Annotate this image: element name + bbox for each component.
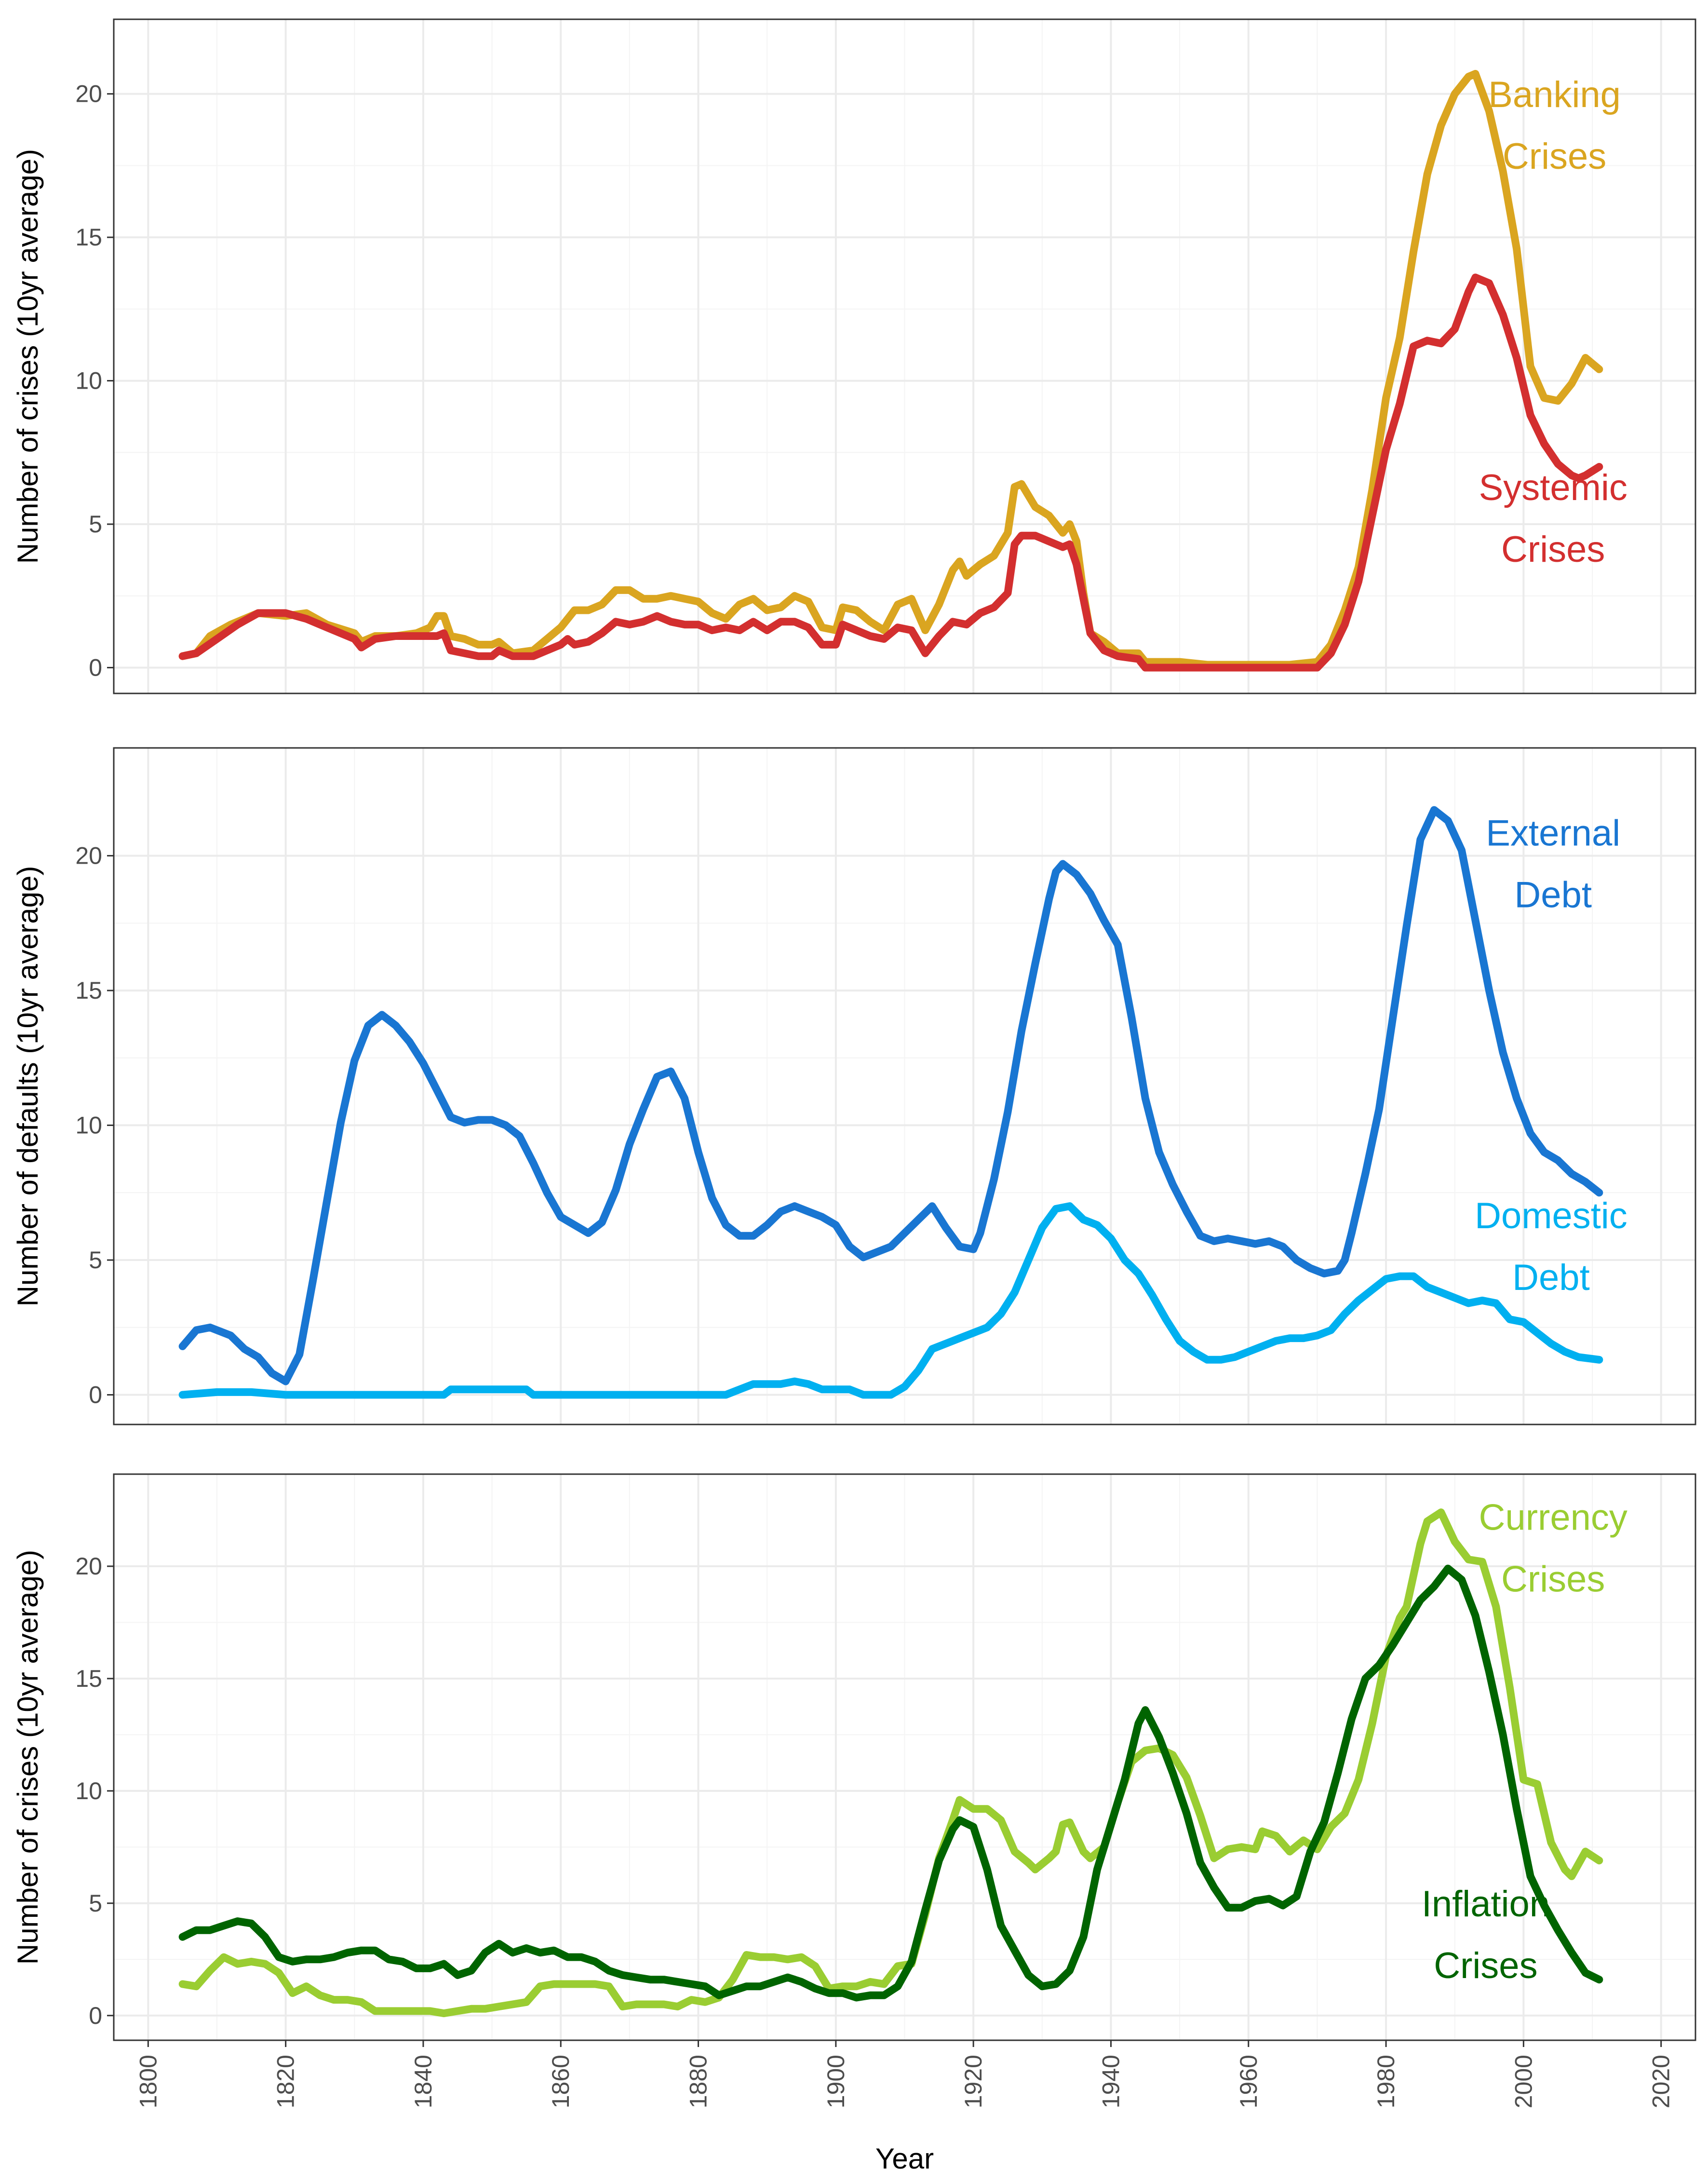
y-tick-label: 5 — [89, 1247, 102, 1274]
y-tick-label: 0 — [89, 2002, 102, 2029]
series-labels: External Debt Domestic Debt — [1475, 813, 1627, 1298]
x-tick-label: 1940 — [1097, 2055, 1124, 2108]
panel-debt-defaults: 0 5 10 15 20 External Debt Domestic Debt Number… — [12, 747, 1696, 1425]
y-axis-title: Number of crises (10yr average) — [12, 1550, 44, 1965]
x-axis: 1800 1820 1840 1860 1880 1900 1920 1940 1960 1980… — [134, 2040, 1675, 2175]
series-line-systemic-crises — [178, 273, 1603, 672]
grid — [114, 19, 1695, 693]
y-tick-label: 20 — [75, 842, 102, 869]
x-tick-label: 1960 — [1235, 2055, 1262, 2108]
x-tick-label: 2020 — [1648, 2055, 1675, 2108]
y-axis-ticks: 0 5 10 15 20 — [75, 842, 114, 1409]
series-label-banking-crises: Crises — [1503, 136, 1606, 177]
series-layer — [178, 70, 1603, 672]
y-axis-ticks: 0 5 10 15 20 — [75, 81, 114, 681]
series-line-external-debt — [178, 806, 1603, 1385]
y-tick-label: 5 — [89, 1890, 102, 1917]
x-tick-label: 1920 — [960, 2055, 987, 2108]
series-labels: Banking Crises Systemic Crises — [1479, 74, 1627, 570]
x-tick-label: 1800 — [134, 2055, 161, 2108]
series-label-systemic-crises: Systemic — [1479, 467, 1627, 508]
x-tick-label: 2000 — [1510, 2055, 1537, 2108]
series-label-systemic-crises: Crises — [1501, 529, 1605, 570]
panel-currency-inflation: 0 5 10 15 20 Currency Crises Inflation Crises N… — [12, 1473, 1696, 2041]
y-axis-ticks: 0 5 10 15 20 — [75, 1553, 114, 2029]
y-axis-title: Number of defaults (10yr average) — [12, 866, 44, 1307]
y-tick-label: 20 — [75, 1553, 102, 1580]
x-tick-label: 1880 — [685, 2055, 712, 2108]
y-tick-label: 10 — [75, 1777, 102, 1804]
y-tick-label: 15 — [75, 977, 102, 1004]
x-axis-title: Year — [875, 2142, 934, 2175]
panel-border — [113, 747, 1696, 1425]
x-tick-label: 1900 — [822, 2055, 849, 2108]
series-label-external-debt: Debt — [1514, 874, 1592, 915]
panel-border — [113, 18, 1696, 694]
y-axis-title: Number of crises (10yr average) — [12, 149, 44, 564]
y-tick-label: 10 — [75, 1112, 102, 1139]
y-tick-label: 15 — [75, 1665, 102, 1692]
y-tick-label: 5 — [89, 511, 102, 538]
y-tick-label: 10 — [75, 367, 102, 394]
x-tick-label: 1840 — [410, 2055, 437, 2108]
series-line-domestic-debt — [178, 1202, 1603, 1399]
series-line-inflation-crises — [178, 1564, 1603, 2002]
series-layer — [178, 1508, 1603, 2018]
series-label-inflation-crises: Crises — [1434, 1945, 1537, 1986]
y-tick-label: 15 — [75, 224, 102, 251]
series-label-currency-crises: Crises — [1501, 1559, 1605, 1600]
series-label-banking-crises: Banking — [1488, 74, 1621, 115]
series-label-inflation-crises: Inflation — [1422, 1884, 1550, 1925]
x-tick-label: 1860 — [547, 2055, 574, 2108]
series-label-domestic-debt: Domestic — [1475, 1195, 1627, 1236]
series-label-domestic-debt: Debt — [1512, 1257, 1590, 1298]
series-layer — [178, 806, 1603, 1399]
x-tick-label: 1820 — [272, 2055, 299, 2108]
y-tick-label: 20 — [75, 81, 102, 108]
panel-banking-systemic: 0 5 10 15 20 Banking Crises Systemic Crises Num… — [12, 18, 1696, 694]
panel-border — [113, 1473, 1696, 2041]
series-labels: Currency Crises Inflation Crises — [1422, 1497, 1627, 1986]
series-line-banking-crises — [178, 70, 1603, 669]
series-label-external-debt: External — [1486, 813, 1620, 854]
x-tick-label: 1980 — [1372, 2055, 1399, 2108]
series-label-currency-crises: Currency — [1479, 1497, 1627, 1538]
x-axis-ticks: 1800 1820 1840 1860 1880 1900 1920 1940 1960 1980… — [134, 2040, 1675, 2108]
y-tick-label: 0 — [89, 1382, 102, 1409]
y-tick-label: 0 — [89, 654, 102, 681]
